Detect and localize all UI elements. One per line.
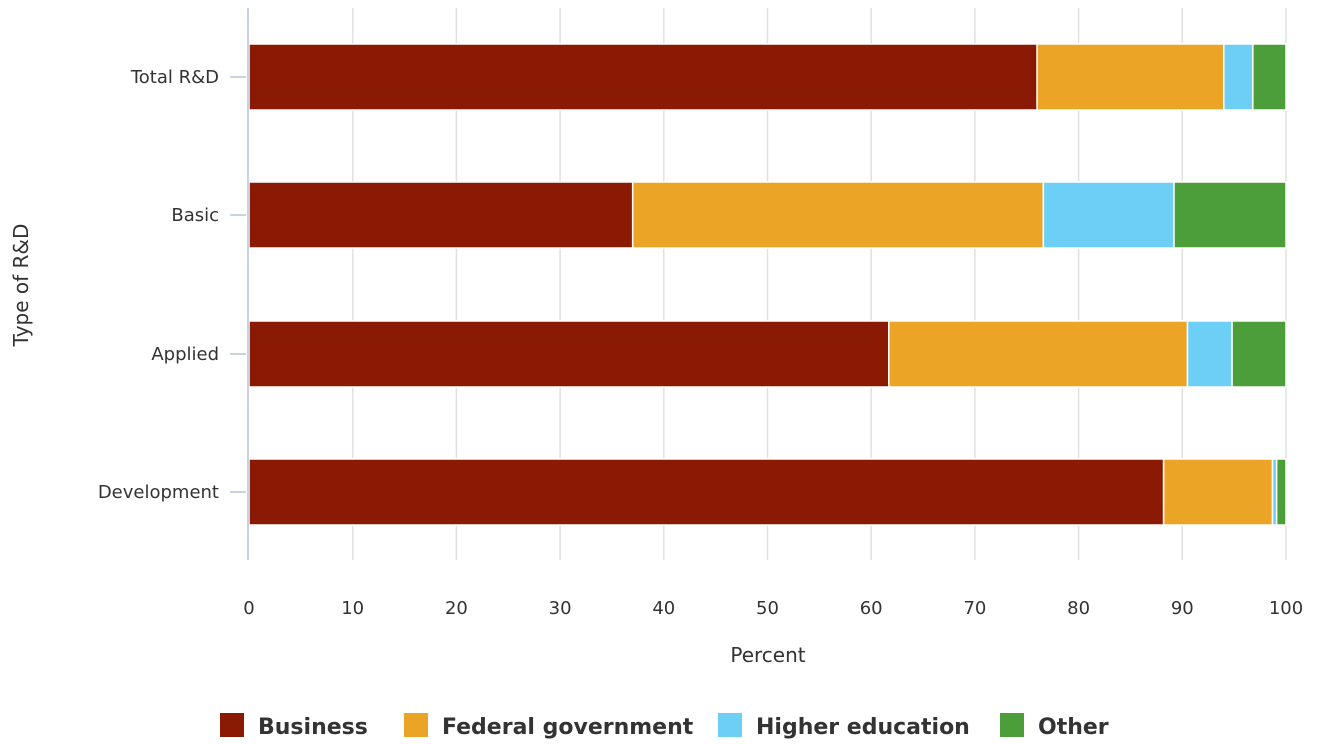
x-tick-label: 100 xyxy=(1269,598,1303,619)
legend-swatch xyxy=(1000,713,1024,737)
bar-segment xyxy=(1252,43,1287,111)
legend-swatch xyxy=(220,713,244,737)
legend-item[interactable]: Federal government xyxy=(404,713,694,740)
y-tick-label: Development xyxy=(98,482,219,503)
x-tick-label: 20 xyxy=(445,598,468,619)
bar-segment xyxy=(888,320,1189,388)
legend-label: Higher education xyxy=(756,715,970,740)
x-axis-title: Percent xyxy=(730,643,805,667)
bars xyxy=(248,43,1287,526)
x-tick-label: 40 xyxy=(652,598,675,619)
legend-swatch xyxy=(404,713,428,737)
bar-segment xyxy=(1231,320,1287,388)
bar-segment xyxy=(1275,458,1287,526)
y-tick-label: Applied xyxy=(151,344,219,365)
bar-segment xyxy=(248,181,634,249)
x-tick-label: 80 xyxy=(1067,598,1090,619)
bar-segment xyxy=(248,320,890,388)
legend-label: Other xyxy=(1038,715,1109,740)
legend-label: Business xyxy=(258,715,368,740)
bar-segment xyxy=(248,43,1038,111)
legend: Business Federal government Higher educati… xyxy=(220,713,1109,740)
legend-item[interactable]: Higher education xyxy=(718,713,970,740)
y-axis-title: Type of R&D xyxy=(9,224,33,348)
axes: 0 10 20 30 40 50 60 70 80 90 100 Total R&D Basic Appl… xyxy=(98,8,1303,619)
x-tick-label: 50 xyxy=(756,598,779,619)
x-tick-label: 0 xyxy=(243,598,254,619)
bar-segment xyxy=(1162,458,1274,526)
x-tick-label: 90 xyxy=(1171,598,1194,619)
legend-label: Federal government xyxy=(442,715,694,740)
y-tick-label: Total R&D xyxy=(130,67,219,88)
bar-segment xyxy=(1036,43,1225,111)
legend-swatch xyxy=(718,713,742,737)
legend-item[interactable]: Other xyxy=(1000,713,1109,740)
y-tick-label: Basic xyxy=(171,205,219,226)
bar-segment xyxy=(631,181,1045,249)
x-tick-label: 10 xyxy=(341,598,364,619)
legend-item[interactable]: Business xyxy=(220,713,368,740)
bar-segment xyxy=(1042,181,1175,249)
x-tick-label: 60 xyxy=(860,598,883,619)
bar-segment xyxy=(1186,320,1233,388)
x-tick-label: 70 xyxy=(963,598,986,619)
bar-segment xyxy=(248,458,1165,526)
bar-segment xyxy=(1173,181,1287,249)
x-tick-label: 30 xyxy=(549,598,572,619)
bar-segment xyxy=(1223,43,1254,111)
